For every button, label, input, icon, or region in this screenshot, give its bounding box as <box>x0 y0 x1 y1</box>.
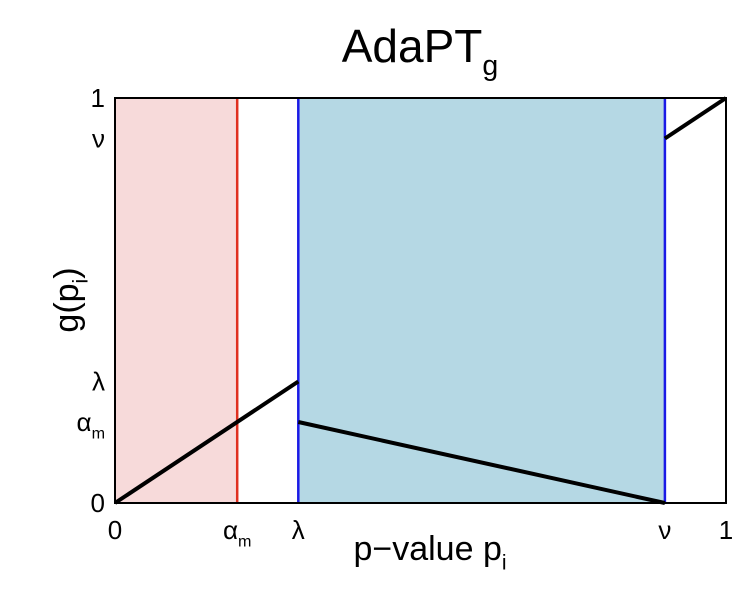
x-tick-label-main: ν <box>658 515 671 545</box>
x-tick-label-main: α <box>223 515 238 545</box>
y-tick-label-subscript: m <box>92 424 105 442</box>
x-tick-label-subscript: m <box>238 532 251 550</box>
x-tick-label: λ <box>292 515 305 545</box>
chart-title: AdaPTg <box>342 20 499 82</box>
y-tick-label-main: λ <box>92 367 105 397</box>
y-tick-label: αm <box>77 407 105 442</box>
line-segment <box>113 379 300 505</box>
chart-title-main: AdaPT <box>342 20 483 72</box>
line-segment <box>663 96 728 141</box>
y-axis-label-main: g(p <box>48 283 86 332</box>
y-tick-label: 0 <box>91 488 105 518</box>
x-axis-label: p−value pi <box>353 530 506 575</box>
x-tick-label: 1 <box>719 515 733 545</box>
x-axis-label-main: p−value p <box>353 530 501 568</box>
shaded-region <box>115 98 238 503</box>
x-tick-label: αm <box>223 515 251 550</box>
y-tick-label: ν <box>92 124 105 154</box>
x-tick-label-main: λ <box>292 515 305 545</box>
y-tick-label-main: ν <box>92 124 105 154</box>
x-axis-label-subscript: i <box>502 552 507 575</box>
line-segment <box>297 420 666 505</box>
y-axis-label: g(pi) <box>48 267 93 332</box>
x-tick-label: 0 <box>108 515 122 545</box>
y-axis-label-end: ) <box>48 267 86 278</box>
y-axis-label-subscript: i <box>70 279 93 284</box>
shaded-region <box>298 98 665 503</box>
y-tick-label-main: α <box>77 407 92 437</box>
y-tick-label: λ <box>92 367 105 397</box>
x-tick-label: ν <box>658 515 671 545</box>
y-tick-label: 1 <box>91 83 105 113</box>
chart-title-subscript: g <box>482 50 498 82</box>
plot-frame <box>114 97 727 504</box>
